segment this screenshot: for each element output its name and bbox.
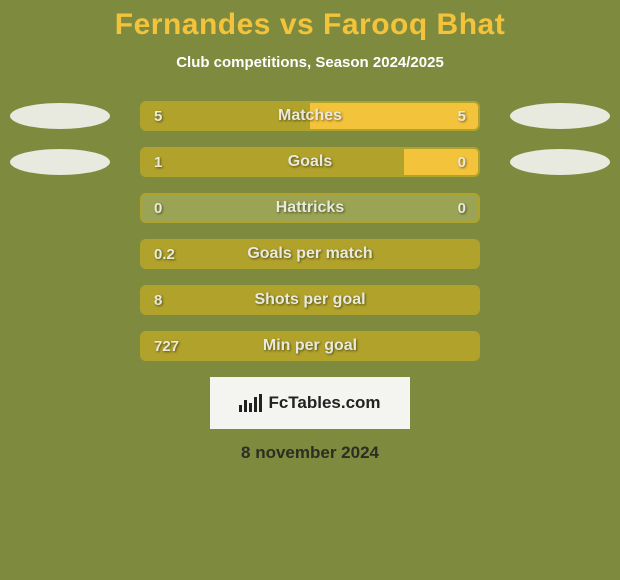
stat-bar: 55Matches <box>140 101 480 131</box>
stat-row: 727Min per goal <box>0 331 620 361</box>
comparison-infographic: Fernandes vs Farooq Bhat Club competitio… <box>0 0 620 580</box>
player-left-marker <box>10 149 110 175</box>
stat-bar: 0.2Goals per match <box>140 239 480 269</box>
stat-bar-left-fill <box>142 333 478 359</box>
stat-bar-left-fill <box>142 287 478 313</box>
player-right-marker <box>510 103 610 129</box>
stat-row: 0.2Goals per match <box>0 239 620 269</box>
brand-text: FcTables.com <box>268 393 380 413</box>
page-title: Fernandes vs Farooq Bhat <box>0 0 620 42</box>
stat-label: Hattricks <box>142 195 478 221</box>
stat-bar-right-fill <box>404 149 478 175</box>
stat-right-value: 0 <box>458 195 466 221</box>
stat-bar: 727Min per goal <box>140 331 480 361</box>
brand-box: FcTables.com <box>210 377 410 429</box>
stat-row: 55Matches <box>0 101 620 131</box>
date-text: 8 november 2024 <box>0 443 620 463</box>
stat-row: 8Shots per goal <box>0 285 620 315</box>
stat-bar: 8Shots per goal <box>140 285 480 315</box>
stat-bar-left-fill <box>142 149 404 175</box>
stat-bar-left-fill <box>142 103 310 129</box>
stat-bar: 10Goals <box>140 147 480 177</box>
stat-row: 10Goals <box>0 147 620 177</box>
stat-left-value: 0 <box>154 195 162 221</box>
subtitle: Club competitions, Season 2024/2025 <box>0 54 620 71</box>
stat-bar: 0 0Hattricks <box>140 193 480 223</box>
player-right-marker <box>510 149 610 175</box>
stat-row: 0 0Hattricks <box>0 193 620 223</box>
bars-icon <box>239 394 262 412</box>
chart-area: 55Matches 10Goals 0 0Hattricks 0.2Goals per … <box>0 101 620 361</box>
stat-bar-right-fill <box>310 103 478 129</box>
player-left-marker <box>10 103 110 129</box>
stat-bar-left-fill <box>142 241 478 267</box>
